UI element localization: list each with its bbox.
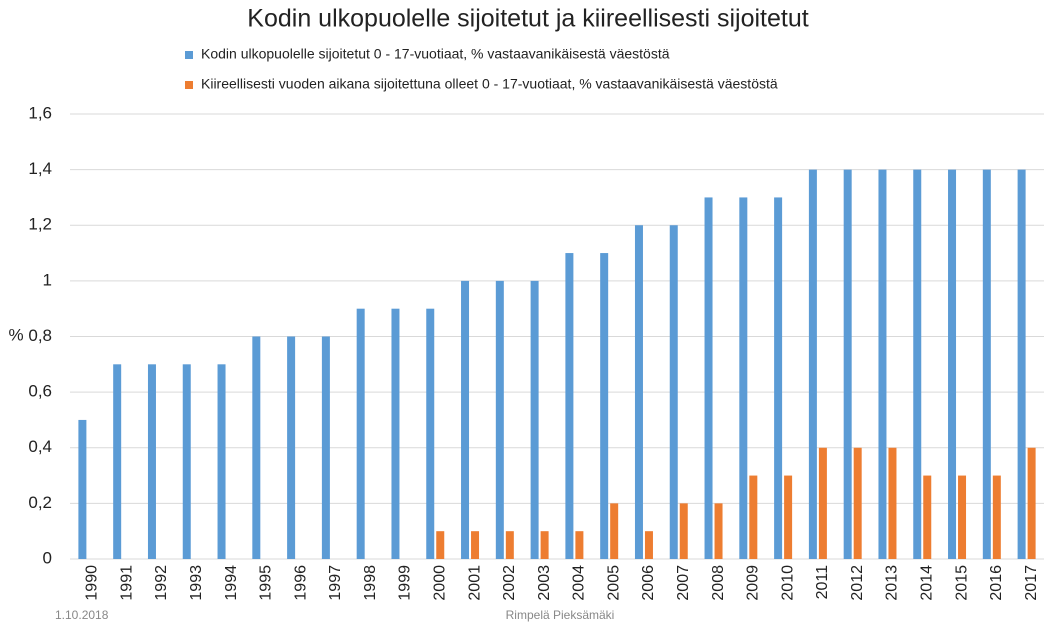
x-tick-label: 2013 (884, 565, 901, 601)
legend-label: Kodin ulkopuolelle sijoitetut 0 - 17-vuo… (201, 46, 670, 62)
x-tick-label: 2006 (640, 565, 657, 601)
x-tick-label: 2008 (710, 565, 727, 601)
y-axis-label: % (8, 325, 23, 344)
y-tick-label: 0 (43, 548, 52, 567)
bar (217, 364, 226, 559)
y-tick-label: 1,2 (28, 215, 52, 234)
x-tick-label: 2015 (953, 565, 970, 601)
bar (287, 336, 296, 559)
y-tick-label: 0,6 (28, 382, 52, 401)
bar (113, 364, 122, 559)
bar (461, 280, 470, 559)
y-tick-label: 1,4 (28, 159, 52, 178)
bar (784, 475, 793, 559)
x-tick-label: 2012 (849, 565, 866, 601)
bar (356, 308, 365, 559)
bar (530, 280, 539, 559)
x-tick-label: 1993 (188, 565, 205, 601)
bar (704, 197, 713, 559)
bar (958, 475, 967, 559)
bar (78, 419, 87, 559)
x-tick-label: 1990 (84, 565, 101, 601)
footer-author: Rimpelä Pieksämäki (506, 608, 615, 622)
footer-date: 1.10.2018 (55, 608, 109, 622)
y-tick-label: 0,8 (28, 326, 52, 345)
bar (749, 475, 758, 559)
bar (923, 475, 932, 559)
x-tick-label: 2007 (675, 565, 692, 601)
bar (505, 531, 514, 559)
bar (982, 169, 991, 559)
bar (913, 169, 922, 559)
bar (843, 169, 852, 559)
bar (644, 531, 653, 559)
bar (679, 503, 688, 559)
chart-title: Kodin ulkopuolelle sijoitetut ja kiireel… (247, 5, 808, 33)
bar (878, 169, 887, 559)
x-tick-label: 1999 (397, 565, 414, 601)
bar (948, 169, 957, 559)
bar (714, 503, 723, 559)
bar (575, 531, 584, 559)
x-tick-label: 2011 (814, 565, 831, 600)
x-tick-label: 2000 (431, 565, 448, 601)
x-tick-label: 1994 (223, 565, 240, 601)
bar (634, 225, 643, 559)
x-tick-label: 1995 (258, 565, 275, 601)
bar (818, 447, 827, 559)
bar (888, 447, 897, 559)
bar (147, 364, 156, 559)
legend-label: Kiireellisesti vuoden aikana sijoitettun… (201, 76, 778, 92)
x-tick-label: 2017 (1023, 565, 1040, 601)
x-tick-label: 2009 (745, 565, 762, 601)
bar (321, 336, 330, 559)
legend-swatch (185, 81, 193, 89)
x-tick-label: 1991 (118, 565, 135, 601)
bar (808, 169, 817, 559)
x-tick-label: 1996 (292, 565, 309, 601)
x-tick-label: 1997 (327, 565, 344, 601)
bar (436, 531, 445, 559)
bar (540, 531, 549, 559)
x-tick-label: 2004 (571, 565, 588, 601)
y-tick-label: 1,6 (28, 103, 52, 122)
bar (774, 197, 783, 559)
x-tick-label: 1998 (362, 565, 379, 601)
bar (600, 253, 609, 559)
bar (182, 364, 191, 559)
bar (1017, 169, 1026, 559)
x-tick-label: 2001 (466, 565, 483, 601)
bar (471, 531, 480, 559)
bar (992, 475, 1001, 559)
bar (252, 336, 261, 559)
bar (610, 503, 619, 559)
bar (565, 253, 574, 559)
x-tick-label: 2005 (605, 565, 622, 601)
bar (391, 308, 400, 559)
x-tick-label: 1992 (153, 565, 170, 601)
y-tick-label: 1 (43, 270, 52, 289)
x-tick-label: 2002 (501, 565, 518, 601)
bar (739, 197, 748, 559)
bar (669, 225, 678, 559)
x-tick-label: 2010 (779, 565, 796, 601)
y-tick-label: 0,2 (28, 493, 52, 512)
bar (426, 308, 435, 559)
bar (853, 447, 862, 559)
y-tick-label: 0,4 (28, 437, 52, 456)
bar (1027, 447, 1036, 559)
legend-swatch (185, 51, 193, 59)
x-tick-label: 2016 (988, 565, 1005, 601)
bar (495, 280, 504, 559)
x-tick-label: 2014 (918, 565, 935, 601)
x-tick-label: 2003 (536, 565, 553, 601)
